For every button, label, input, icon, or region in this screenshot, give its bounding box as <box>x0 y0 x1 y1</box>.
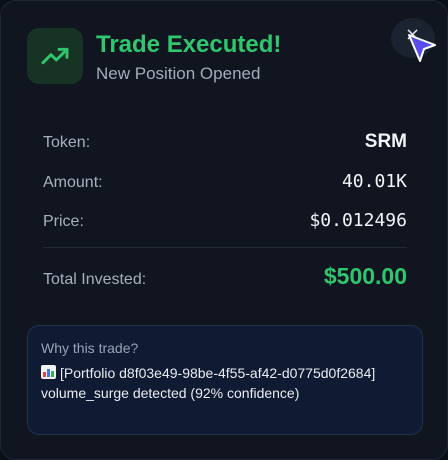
trending-up-icon <box>27 28 83 84</box>
total-label: Total Invested: <box>43 271 147 288</box>
price-row: Price: $0.012496 <box>43 210 407 231</box>
token-value: SRM <box>364 131 407 152</box>
price-label: Price: <box>43 213 84 230</box>
bar-chart-icon <box>41 365 56 379</box>
page-title: Trade Executed! <box>96 31 282 58</box>
amount-value: 40.01K <box>341 171 407 192</box>
token-row: Token: SRM <box>43 131 407 153</box>
total-row: Total Invested: $500.00 <box>43 263 407 290</box>
trade-reason-box: Why this trade? [Portfolio d8f03e49-98be… <box>27 325 423 435</box>
reason-text-container: [Portfolio d8f03e49-98be-4f55-af42-d0775… <box>41 363 409 403</box>
amount-row: Amount: 40.01K <box>43 171 407 192</box>
page-subtitle: New Position Opened <box>96 64 261 83</box>
token-label: Token: <box>43 134 91 151</box>
price-value: $0.012496 <box>309 210 407 231</box>
amount-label: Amount: <box>43 174 103 191</box>
mouse-cursor-icon <box>408 34 436 62</box>
reason-text: [Portfolio d8f03e49-98be-4f55-af42-d0775… <box>41 365 376 401</box>
divider <box>43 247 407 248</box>
reason-title: Why this trade? <box>41 340 139 356</box>
total-value: $500.00 <box>323 263 407 289</box>
